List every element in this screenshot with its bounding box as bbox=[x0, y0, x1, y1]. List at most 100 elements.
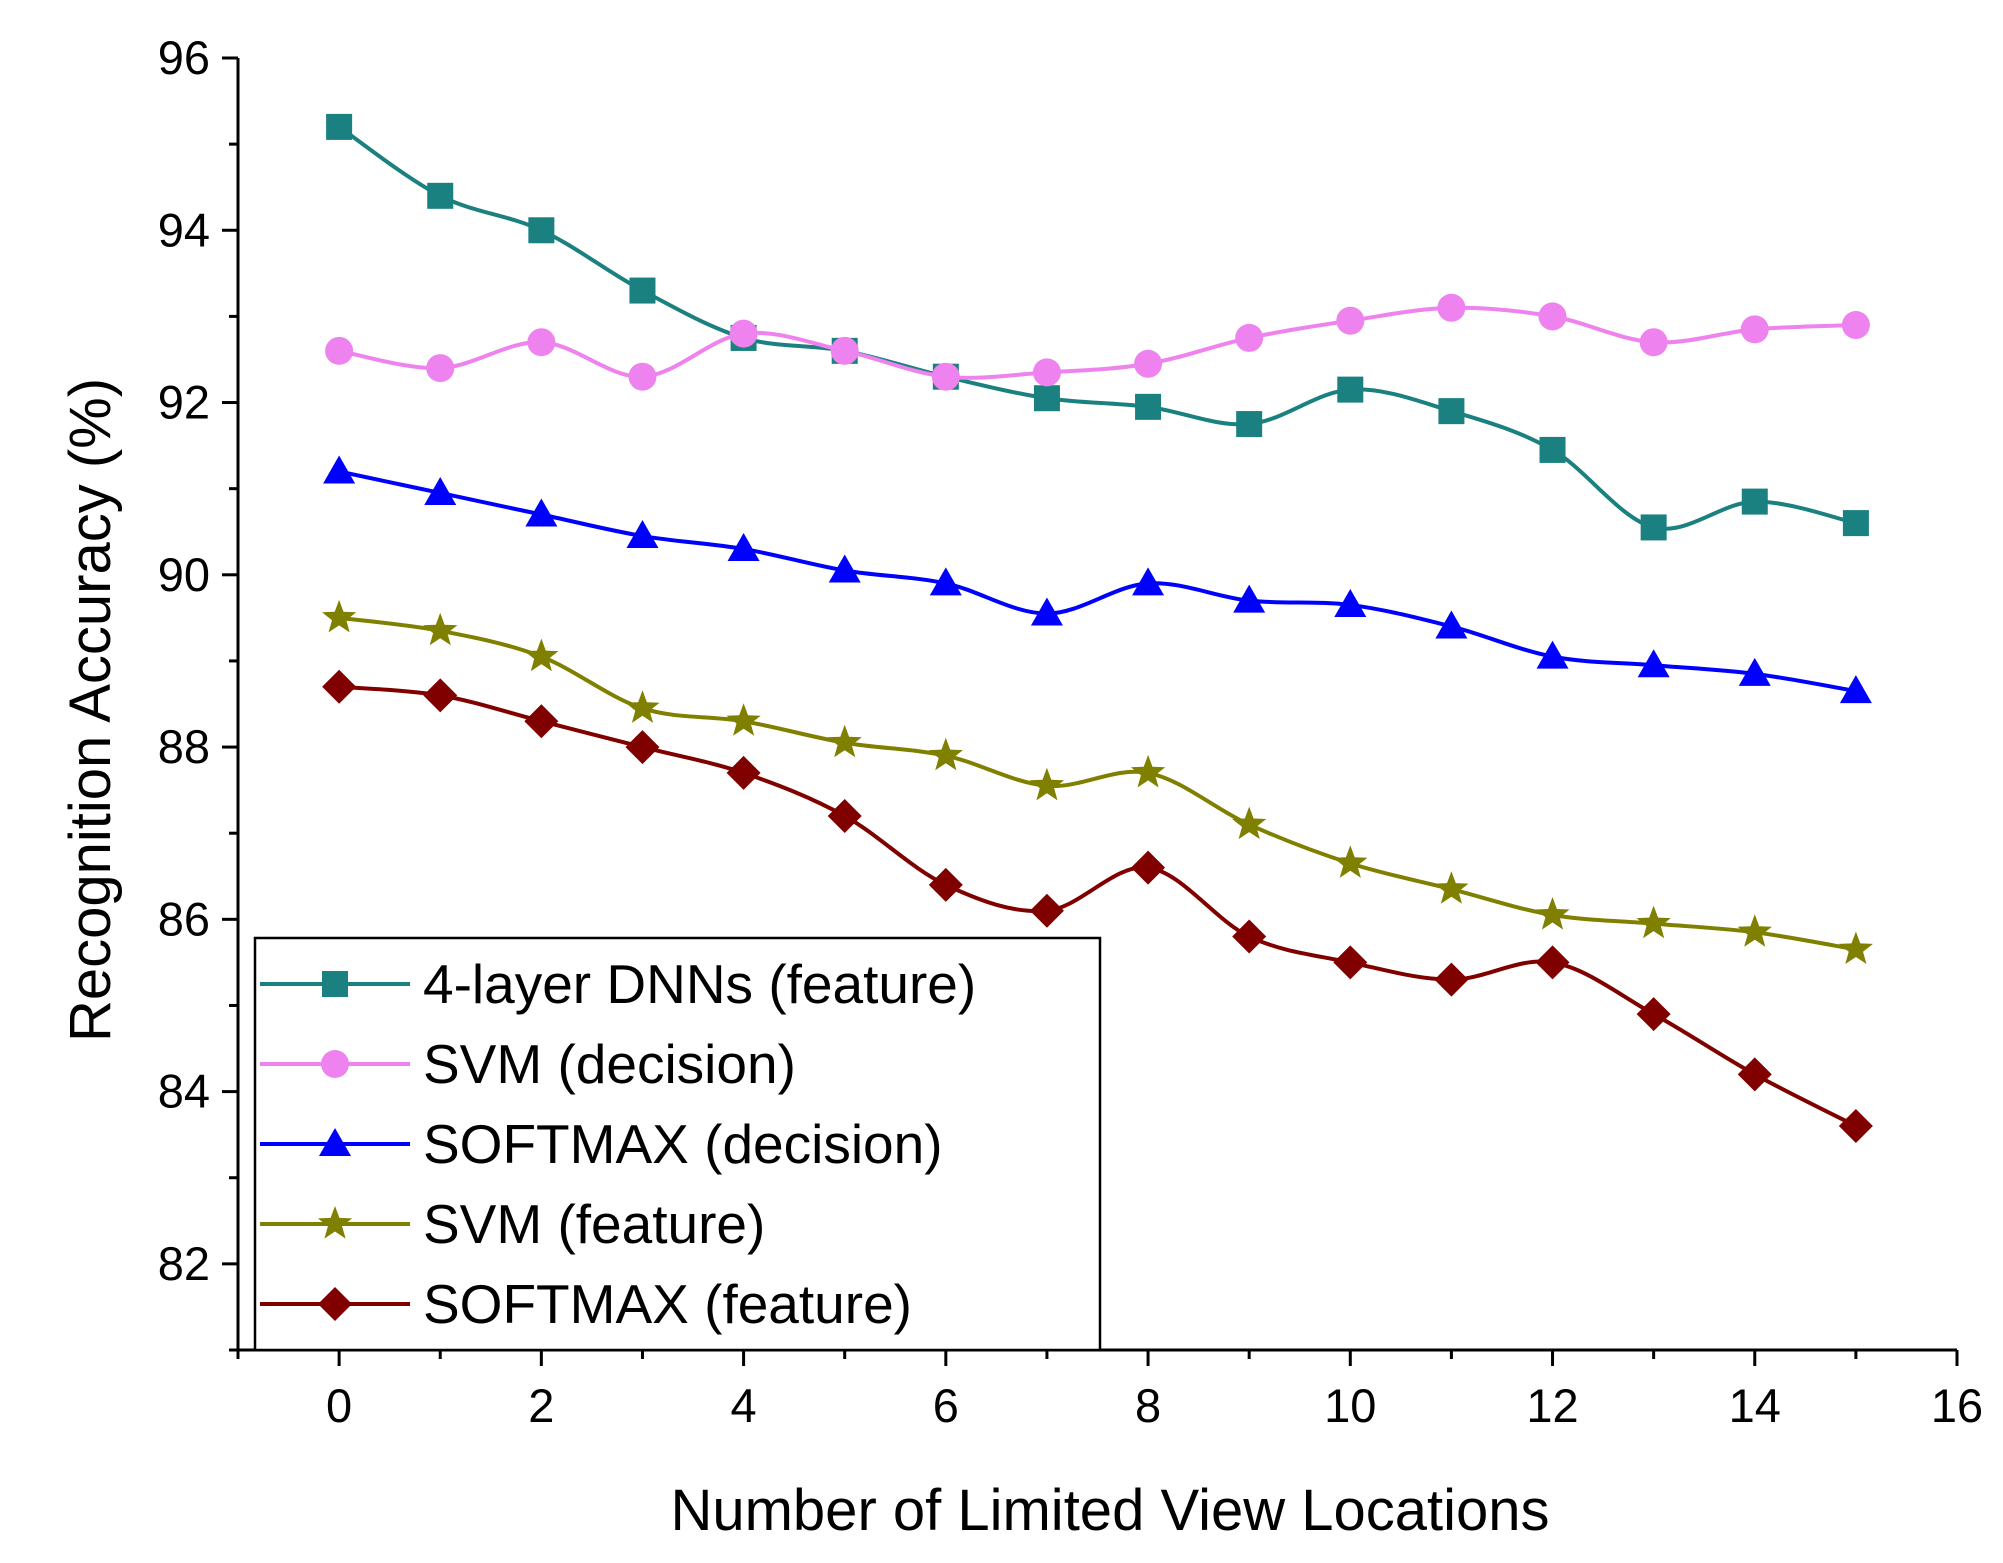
data-point bbox=[729, 319, 758, 348]
data-point bbox=[626, 520, 659, 549]
data-point bbox=[1333, 945, 1368, 980]
x-tick-label: 0 bbox=[326, 1379, 352, 1432]
legend-label: 4-layer DNNs (feature) bbox=[423, 953, 976, 1015]
data-point bbox=[928, 737, 963, 771]
data-point bbox=[928, 867, 963, 902]
data-point bbox=[1841, 311, 1870, 340]
data-point bbox=[1535, 897, 1570, 930]
series-0 bbox=[326, 113, 1869, 541]
data-point bbox=[1842, 510, 1869, 537]
data-point bbox=[727, 532, 760, 561]
data-point bbox=[525, 498, 558, 527]
data-point bbox=[1232, 806, 1267, 840]
data-point bbox=[1333, 845, 1368, 878]
legend-marker bbox=[319, 1128, 351, 1156]
x-tick-label: 4 bbox=[731, 1379, 757, 1432]
legend: 4-layer DNNs (feature) SVM (decision) SOFT… bbox=[253, 936, 1102, 1352]
legend-marker bbox=[317, 1206, 353, 1239]
data-point bbox=[1337, 376, 1364, 403]
data-point bbox=[322, 669, 357, 704]
data-point bbox=[625, 690, 660, 723]
data-point bbox=[325, 336, 354, 365]
legend-marker bbox=[322, 971, 348, 997]
y-tick-label: 94 bbox=[158, 203, 210, 256]
series-line bbox=[338, 684, 1857, 1128]
data-point bbox=[423, 678, 458, 713]
data-point bbox=[1737, 914, 1772, 947]
data-point bbox=[1838, 1109, 1873, 1144]
data-point bbox=[1134, 349, 1163, 378]
data-point bbox=[1032, 358, 1061, 387]
legend-marker bbox=[318, 1287, 352, 1321]
data-point bbox=[1434, 871, 1469, 904]
data-point bbox=[1438, 398, 1465, 425]
data-point bbox=[931, 362, 960, 391]
data-point bbox=[629, 277, 656, 304]
data-point bbox=[1029, 767, 1065, 801]
data-point bbox=[828, 554, 861, 583]
data-point bbox=[1232, 919, 1267, 954]
series-layer bbox=[322, 113, 1873, 1144]
data-point bbox=[1740, 315, 1769, 344]
y-axis-title: Recognition Accuracy (%) bbox=[58, 378, 123, 1042]
data-point bbox=[1235, 323, 1264, 352]
series-1 bbox=[325, 293, 1870, 391]
data-point bbox=[1334, 588, 1367, 617]
data-point bbox=[827, 798, 862, 833]
data-point bbox=[1030, 597, 1063, 626]
data-point bbox=[1535, 945, 1570, 980]
data-point bbox=[726, 703, 761, 736]
data-point bbox=[427, 182, 454, 209]
y-tick-label: 86 bbox=[158, 892, 210, 945]
x-tick-label: 10 bbox=[1324, 1379, 1376, 1432]
data-point bbox=[524, 704, 559, 739]
data-point bbox=[1538, 302, 1567, 331]
series-line bbox=[337, 125, 1857, 531]
y-tick-label: 82 bbox=[158, 1237, 210, 1290]
x-tick-label: 6 bbox=[933, 1379, 959, 1432]
data-point bbox=[1130, 754, 1166, 788]
legend-label: SVM (decision) bbox=[423, 1033, 796, 1095]
data-point bbox=[1637, 649, 1670, 678]
data-point bbox=[1236, 411, 1263, 438]
data-point bbox=[426, 354, 455, 383]
data-point bbox=[524, 638, 559, 672]
axes-layer: 0 2 4 6 8 10 12 14 16 82 84 86 88 90 92 94 96 bbox=[158, 31, 1983, 1432]
y-tick-label: 96 bbox=[158, 31, 210, 84]
data-point bbox=[1435, 610, 1468, 639]
y-tick-label: 84 bbox=[158, 1065, 210, 1118]
series-3 bbox=[322, 599, 1873, 964]
data-point bbox=[1336, 306, 1365, 335]
series-line bbox=[338, 469, 1857, 694]
x-tick-label: 14 bbox=[1729, 1379, 1781, 1432]
data-point bbox=[625, 730, 660, 765]
data-point bbox=[326, 113, 353, 140]
x-tick-label: 2 bbox=[528, 1379, 554, 1432]
data-point bbox=[423, 612, 458, 646]
data-point bbox=[323, 455, 356, 484]
data-point bbox=[322, 599, 357, 633]
data-point bbox=[1132, 567, 1165, 596]
series-line bbox=[338, 305, 1856, 380]
data-point bbox=[424, 476, 457, 505]
y-tick-label: 88 bbox=[158, 720, 210, 773]
data-point bbox=[1636, 997, 1671, 1032]
legend-label: SOFTMAX (decision) bbox=[423, 1113, 943, 1175]
data-point bbox=[1437, 293, 1466, 322]
data-point bbox=[528, 217, 555, 244]
data-point bbox=[1636, 905, 1671, 939]
y-tick-label: 92 bbox=[158, 376, 210, 429]
data-point bbox=[1536, 640, 1569, 669]
data-point bbox=[1135, 393, 1162, 420]
data-point bbox=[1539, 436, 1566, 463]
data-point bbox=[1741, 488, 1768, 515]
data-point bbox=[1838, 931, 1873, 964]
legend-label: SVM (feature) bbox=[423, 1193, 765, 1255]
data-point bbox=[1131, 850, 1166, 885]
data-point bbox=[1738, 657, 1771, 686]
data-point bbox=[1640, 514, 1667, 541]
series-4 bbox=[322, 669, 1873, 1144]
data-point bbox=[830, 336, 859, 365]
x-axis-title: Number of Limited View Locations bbox=[670, 1478, 1549, 1543]
data-point bbox=[1639, 328, 1668, 357]
